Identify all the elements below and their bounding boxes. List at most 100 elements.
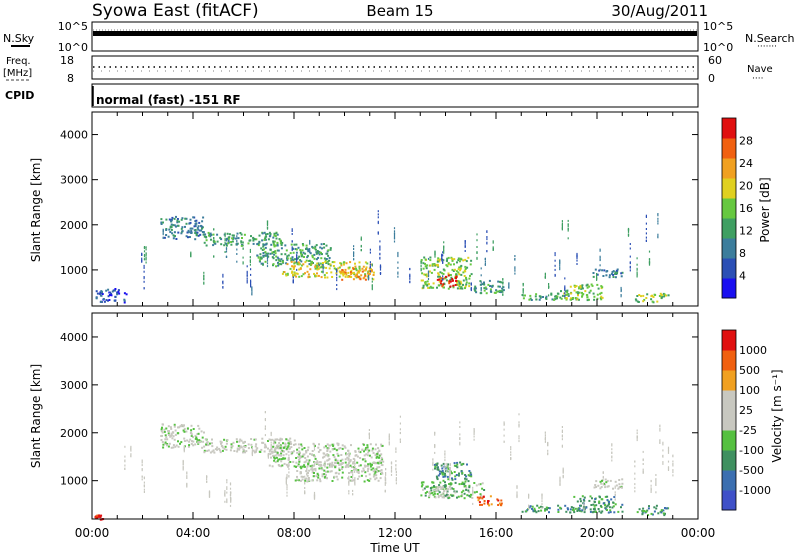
nsky-tick-bottom: 10^0 — [58, 41, 88, 54]
power-echo-region-7 — [473, 279, 505, 295]
nsearch-dots: ······· — [757, 42, 777, 52]
power-echo-region-0 — [160, 215, 205, 241]
power-colorbar-tick: 12 — [739, 225, 753, 238]
power-x-ticks — [91, 112, 699, 306]
velocity-x-ticks: 00:00 04:00 08:00 12:00 16:00 20:00 00:00 — [75, 313, 716, 540]
velocity-echoes — [94, 411, 674, 521]
freq-panel: Freq. [MHz] 18 8 60 0 Nave ···· — [3, 54, 773, 85]
velocity-colorbar-swatch — [722, 350, 736, 371]
cpid-text: normal (fast) -151 RF — [96, 93, 241, 107]
nsearch-label: N.Search — [745, 32, 795, 45]
velocity-colorbar-swatch — [722, 430, 736, 451]
power-echo-region-8 — [521, 292, 572, 301]
nave-tick-bottom: 0 — [708, 72, 715, 85]
velocity-ytick-label: 2000 — [60, 427, 88, 440]
power-colorbar-swatch — [722, 158, 736, 179]
nsearch-tick-top: 10^5 — [703, 20, 733, 33]
power-echo-region-6 — [436, 274, 458, 288]
power-colorbar-swatch — [722, 198, 736, 219]
power-colorbar-tick: 28 — [739, 135, 753, 148]
velocity-echo-region-12 — [94, 514, 105, 521]
power-ytick-label: 3000 — [60, 174, 88, 187]
velocity-echo-region-4 — [433, 461, 473, 483]
velocity-colorbar-swatch — [722, 470, 736, 491]
xtick-label: 00:00 — [75, 526, 110, 540]
power-colorbar: 28 24 20 16 12 8 4 — [721, 117, 753, 299]
power-colorbar-tick: 24 — [739, 157, 753, 170]
velocity-colorbar-label: Velocity [m s⁻¹] — [770, 369, 784, 462]
velocity-ytick-label: 3000 — [60, 379, 88, 392]
nsearch-tick-bottom: 10^0 — [703, 41, 733, 54]
cpid-panel: CPID normal (fast) -151 RF — [5, 83, 699, 108]
velocity-colorbar-swatch — [722, 390, 736, 411]
power-colorbar-swatch — [722, 258, 736, 279]
velocity-echo-region-2 — [268, 442, 385, 469]
velocity-colorbar-tick: -100 — [739, 444, 764, 457]
freq-label-2: [MHz] — [3, 68, 32, 79]
nave-dots: ···· — [752, 74, 763, 84]
date-title: 30/Aug/2011 — [611, 2, 708, 20]
power-echo-region-1 — [203, 231, 284, 247]
velocity-ytick-label: 4000 — [60, 331, 88, 344]
power-echoes — [95, 210, 670, 304]
nsky-panel: N.Sky 10^5 10^0 10^5 10^0 N.Search ·····… — [3, 20, 795, 54]
freq-tick-bottom: 8 — [67, 72, 74, 85]
power-echo-region-12 — [95, 288, 128, 304]
velocity-echo-region-0 — [160, 423, 206, 449]
power-colorbar-swatch — [722, 218, 736, 239]
xtick-label: 16:00 — [479, 526, 514, 540]
velocity-colorbar-tick: 25 — [739, 404, 753, 417]
power-echo-region-4 — [340, 267, 375, 281]
velocity-colorbar: 1000 500 100 25 -25 -100 -500 -1000 — [721, 329, 771, 511]
xtick-label: 00:00 — [681, 526, 716, 540]
velocity-echo-region-11 — [636, 504, 670, 517]
station-title: Syowa East (fitACF) — [92, 1, 259, 21]
power-colorbar-tick: 8 — [739, 247, 746, 260]
power-ytick-label: 4000 — [60, 129, 88, 142]
power-colorbar-swatch — [722, 138, 736, 159]
velocity-colorbar-swatch — [722, 490, 736, 511]
power-ytick-label: 2000 — [60, 219, 88, 232]
nsky-tick-top: 10^5 — [58, 20, 88, 33]
velocity-colorbar-tick: 100 — [739, 384, 760, 397]
xtick-label: 12:00 — [378, 526, 413, 540]
xtick-label: 08:00 — [277, 526, 312, 540]
velocity-colorbar-swatch — [722, 410, 736, 431]
power-echo-region-11 — [634, 292, 670, 304]
power-echo-region-10 — [592, 268, 624, 279]
xtick-label: 20:00 — [580, 526, 615, 540]
velocity-echo-region-7 — [476, 495, 503, 507]
nsky-trace — [93, 31, 697, 36]
power-colorbar-swatch — [722, 238, 736, 259]
power-colorbar-swatch — [722, 118, 736, 139]
power-colorbar-swatch — [722, 278, 736, 299]
power-y-ticks: 4000 3000 2000 1000 — [60, 129, 698, 277]
freq-tick-top: 18 — [60, 54, 74, 67]
power-scatter-streaks — [141, 210, 659, 298]
velocity-y-axis-label: Slant Range [km] — [29, 364, 43, 468]
velocity-colorbar-tick: -500 — [739, 464, 764, 477]
power-colorbar-tick: 16 — [739, 202, 753, 215]
velocity-panel: 4000 3000 2000 1000 00:00 04:00 08:00 12:00 16:… — [29, 312, 784, 540]
freq-label-1: Freq. — [6, 56, 31, 67]
nsky-label: N.Sky — [3, 32, 35, 45]
velocity-colorbar-tick: 500 — [739, 364, 760, 377]
velocity-colorbar-swatch — [722, 370, 736, 391]
power-colorbar-tick: 4 — [739, 270, 746, 283]
beam-title: Beam 15 — [366, 2, 433, 20]
velocity-ytick-label: 1000 — [60, 475, 88, 488]
velocity-echo-region-3 — [294, 461, 384, 483]
velocity-echo-region-9 — [571, 495, 624, 514]
power-colorbar-tick: 20 — [739, 180, 753, 193]
power-colorbar-swatch — [722, 178, 736, 199]
power-ytick-label: 1000 — [60, 264, 88, 277]
power-y-axis-label: Slant Range [km] — [29, 158, 43, 262]
power-echo-region-9 — [560, 283, 604, 302]
velocity-colorbar-swatch — [722, 450, 736, 471]
velocity-colorbar-tick: 1000 — [739, 344, 767, 357]
velocity-colorbar-swatch — [722, 330, 736, 351]
velocity-scatter-streaks — [124, 411, 674, 512]
velocity-echo-region-10 — [593, 478, 624, 490]
power-panel: 4000 3000 2000 1000 Slant Range [km] 28 24 20… — [29, 111, 772, 307]
